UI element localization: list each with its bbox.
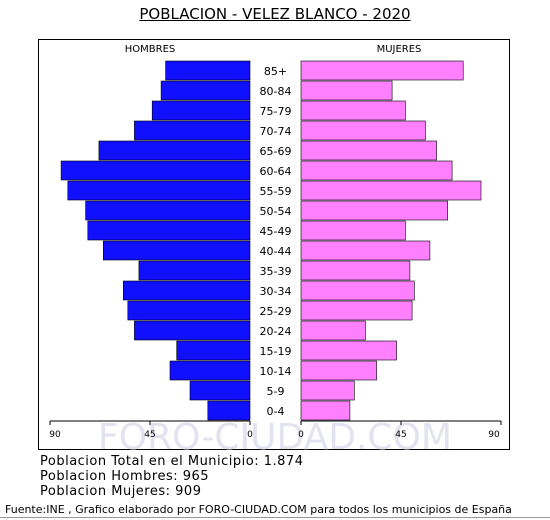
- age-label: 10-14: [260, 365, 292, 378]
- bar-mujeres-40-44: [300, 240, 431, 261]
- bar-hombres-65-69: [98, 140, 251, 161]
- bar-mujeres-45-49: [300, 220, 406, 241]
- bar-hombres-70-74: [134, 120, 251, 141]
- summary-total: Poblacion Total en el Municipio: 1.874: [40, 454, 304, 469]
- bar-hombres-20-24: [134, 320, 251, 341]
- bar-hombres-35-39: [138, 260, 251, 281]
- bar-mujeres-85+: [300, 60, 464, 81]
- age-label: 20-24: [260, 325, 292, 338]
- age-label: 5-9: [267, 385, 285, 398]
- bar-mujeres-20-24: [300, 320, 366, 341]
- x-tick-label: 0: [247, 430, 253, 440]
- bar-mujeres-10-14: [300, 360, 377, 381]
- bar-mujeres-5-9: [300, 380, 355, 401]
- bar-mujeres-55-59: [300, 180, 482, 201]
- age-label: 0-4: [267, 405, 285, 418]
- age-label: 55-59: [260, 185, 292, 198]
- bar-mujeres-70-74: [300, 120, 426, 141]
- bar-mujeres-75-79: [300, 100, 406, 121]
- bar-hombres-85+: [165, 60, 251, 81]
- bar-hombres-0-4: [207, 400, 251, 421]
- bar-mujeres-0-4: [300, 400, 351, 421]
- bar-hombres-40-44: [103, 240, 251, 261]
- bar-mujeres-30-34: [300, 280, 415, 301]
- age-label: 15-19: [260, 345, 292, 358]
- age-label: 50-54: [260, 205, 292, 218]
- bar-hombres-25-29: [127, 300, 251, 321]
- chart-title: POBLACION - VELEZ BLANCO - 2020: [139, 5, 411, 23]
- bar-mujeres-35-39: [300, 260, 411, 281]
- bar-mujeres-15-19: [300, 340, 397, 361]
- bar-hombres-60-64: [60, 160, 251, 181]
- age-label: 35-39: [260, 265, 292, 278]
- bar-hombres-10-14: [169, 360, 251, 381]
- age-label: 65-69: [260, 145, 292, 158]
- bottom-divider: [0, 517, 550, 518]
- bar-hombres-15-19: [176, 340, 251, 361]
- bar-hombres-5-9: [189, 380, 251, 401]
- legend-hombres: HOMBRES: [125, 44, 176, 55]
- bar-hombres-30-34: [123, 280, 251, 301]
- x-tick-label: 45: [395, 430, 406, 440]
- bar-hombres-75-79: [151, 100, 251, 121]
- age-label: 40-44: [260, 245, 292, 258]
- age-label: 25-29: [260, 305, 292, 318]
- chart-frame: [38, 39, 510, 450]
- x-tick-label: 0: [298, 430, 304, 440]
- age-label: 70-74: [260, 125, 292, 138]
- bar-hombres-80-84: [160, 80, 251, 101]
- age-label: 60-64: [260, 165, 292, 178]
- x-tick-label: 90: [49, 430, 61, 440]
- summary-hombres: Poblacion Hombres: 965: [40, 469, 210, 484]
- bar-hombres-45-49: [87, 220, 251, 241]
- bar-mujeres-25-29: [300, 300, 413, 321]
- bar-mujeres-65-69: [300, 140, 437, 161]
- summary-mujeres: Poblacion Mujeres: 909: [40, 484, 202, 499]
- age-label: 80-84: [260, 85, 292, 98]
- bar-mujeres-80-84: [300, 80, 393, 101]
- bar-hombres-55-59: [67, 180, 251, 201]
- x-tick-label: 45: [144, 430, 155, 440]
- age-label: 45-49: [260, 225, 292, 238]
- bar-mujeres-50-54: [300, 200, 448, 221]
- x-tick-label: 90: [488, 430, 500, 440]
- source-note: Fuente:INE , Grafico elaborado por FORO-…: [5, 503, 512, 516]
- legend-mujeres: MUJERES: [377, 44, 422, 55]
- age-label: 75-79: [260, 105, 292, 118]
- bar-hombres-50-54: [85, 200, 251, 221]
- bar-mujeres-60-64: [300, 160, 453, 181]
- age-label: 30-34: [260, 285, 292, 298]
- age-label: 85+: [264, 65, 287, 78]
- watermark: FORO-CIUDAD.COM: [98, 417, 452, 458]
